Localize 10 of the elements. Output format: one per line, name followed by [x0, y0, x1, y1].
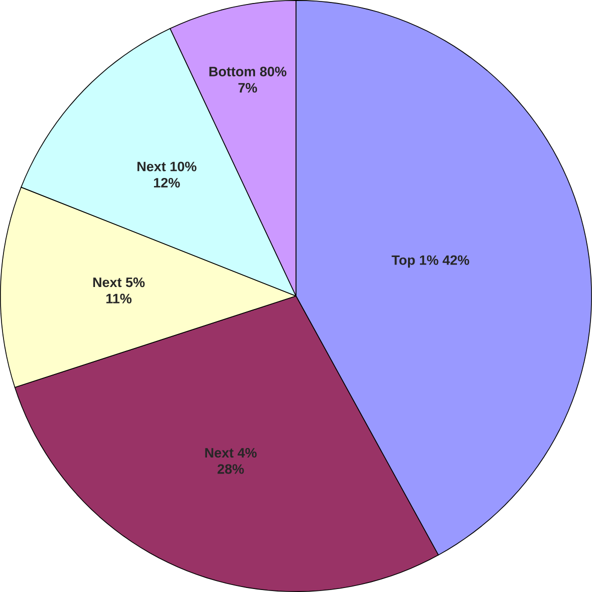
data-label: 42% — [442, 255, 470, 265]
slice-label: Next 4% — [205, 448, 257, 458]
data-label: 11% — [106, 294, 132, 304]
data-label: 7% — [238, 83, 258, 93]
slice-label: Next 10% — [138, 162, 196, 172]
slice-label: Top 1% — [392, 255, 438, 268]
data-label: 28% — [218, 464, 244, 474]
slice-label: Next 5% — [93, 278, 145, 288]
slice-label: Bottom 80% — [209, 66, 286, 76]
data-label: 12% — [154, 178, 180, 188]
